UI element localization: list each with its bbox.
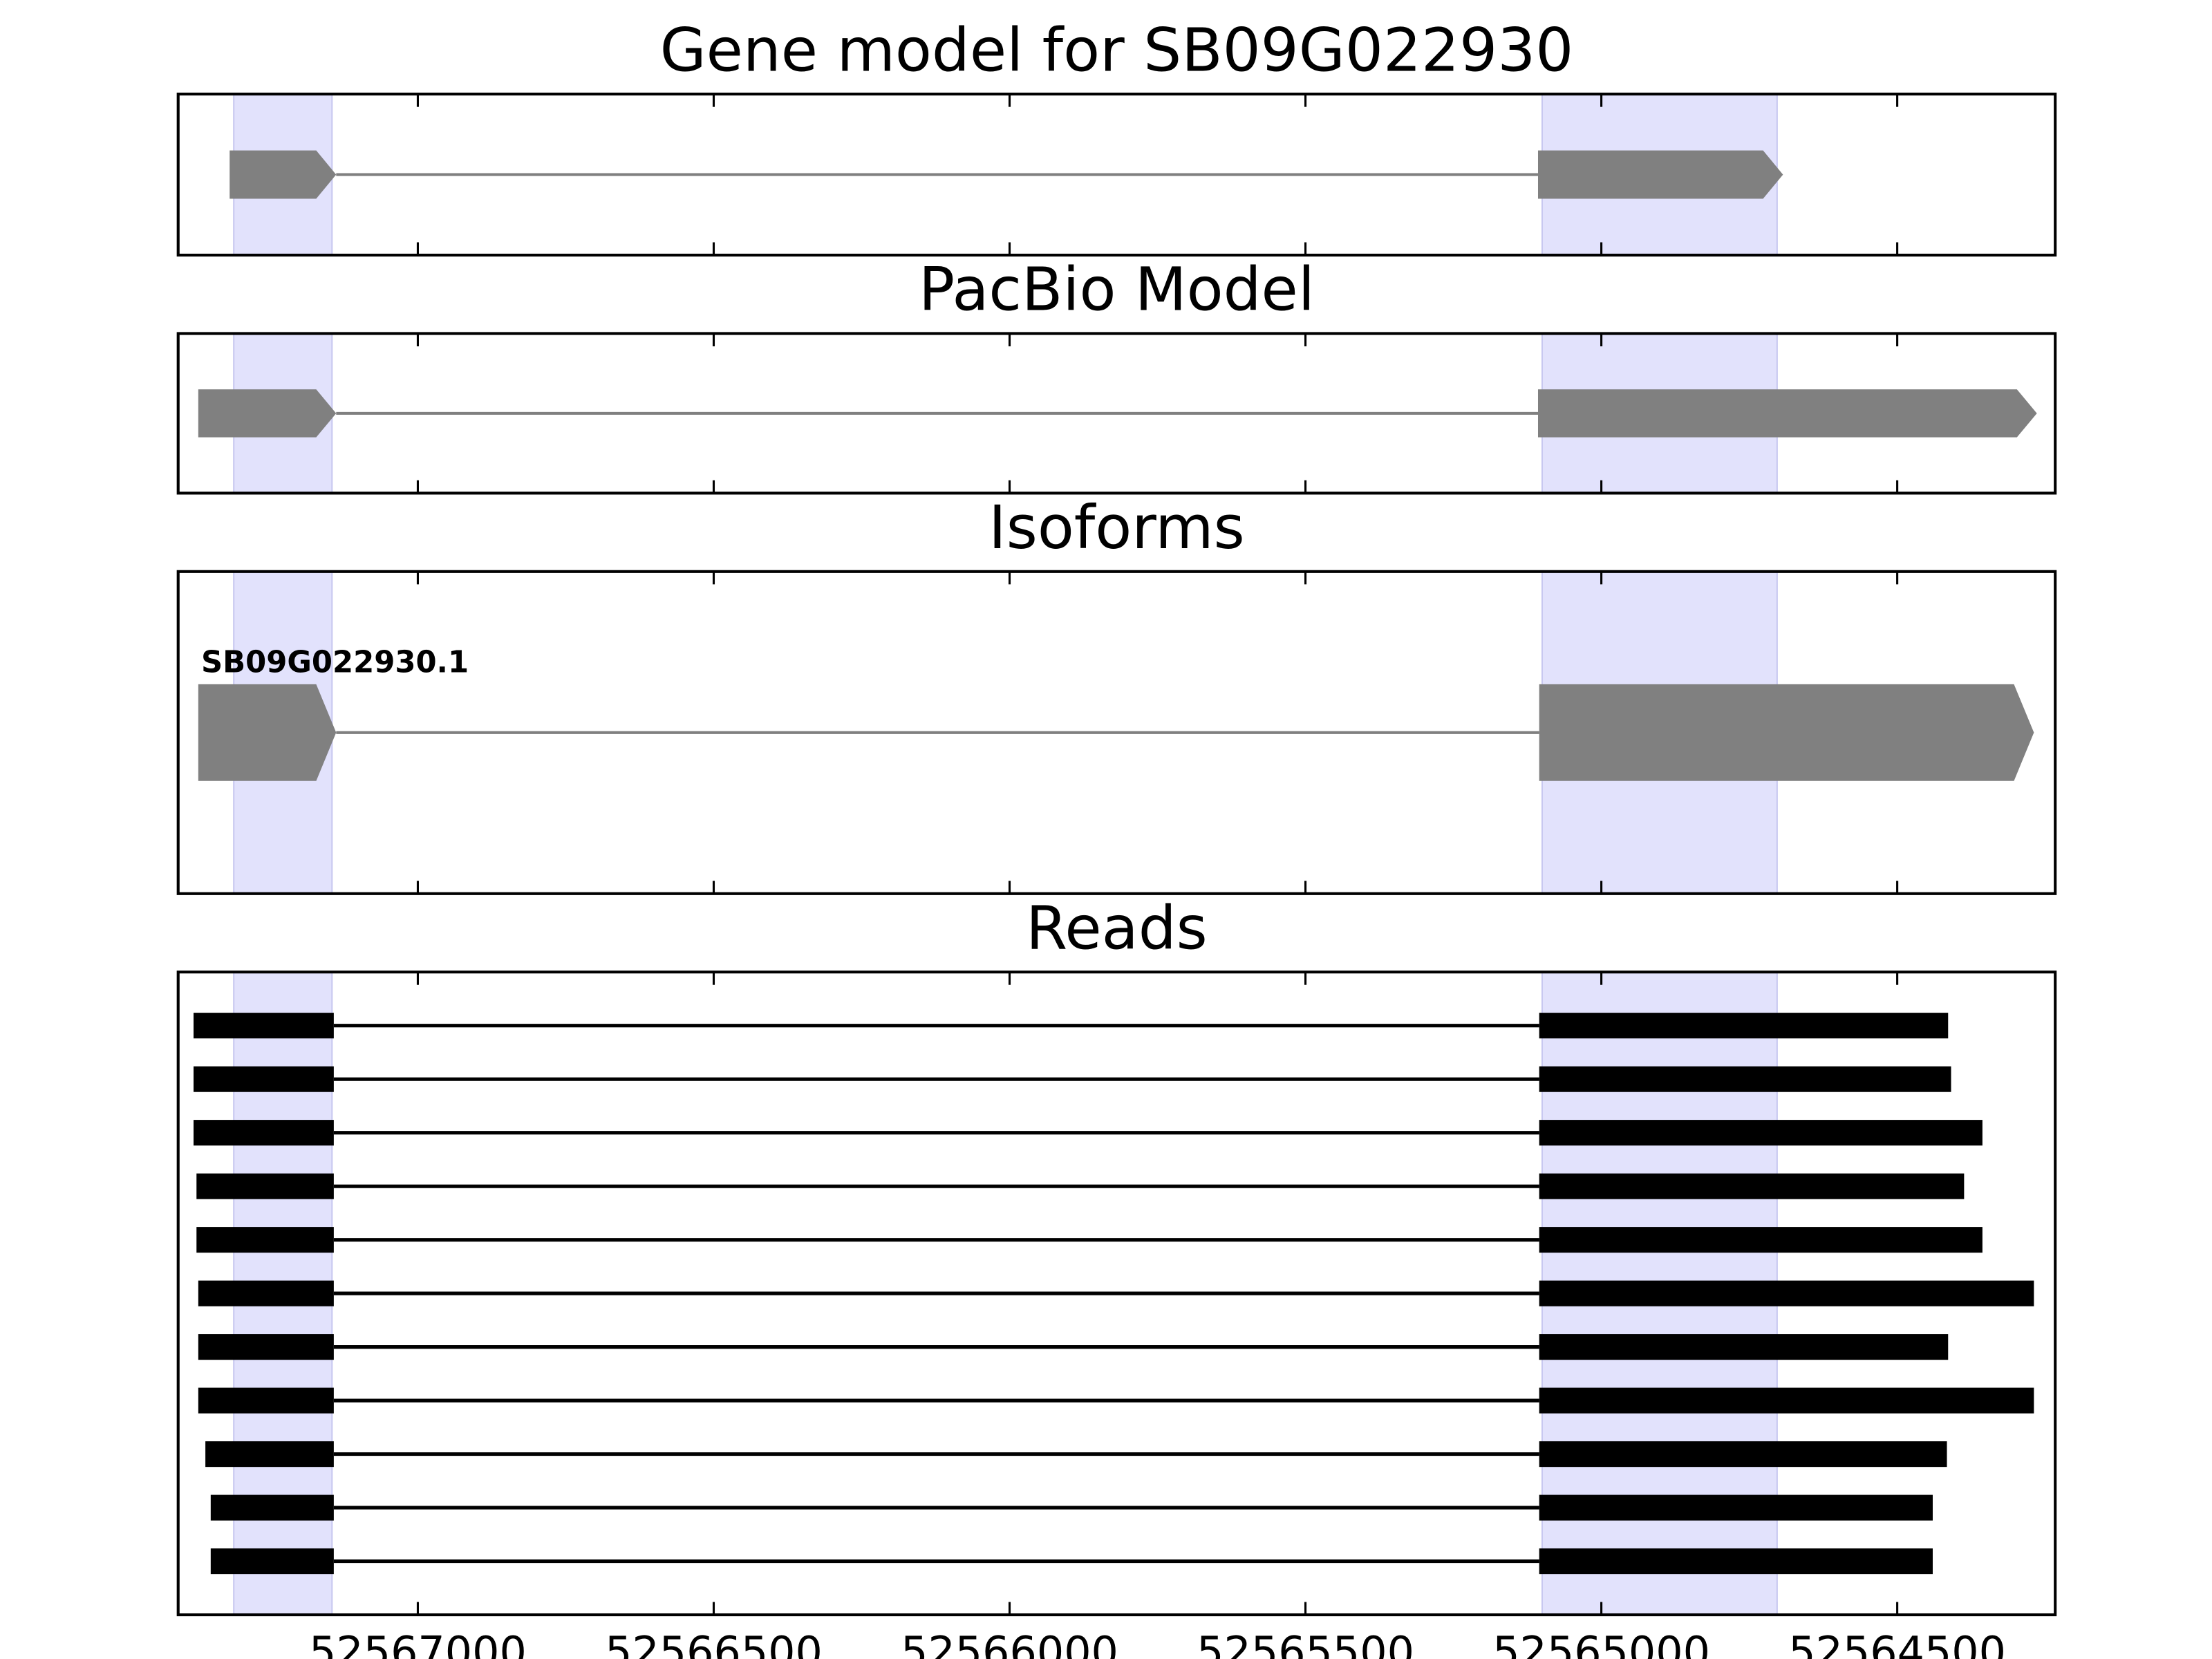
read-block	[193, 1013, 334, 1039]
read-block	[1539, 1066, 1951, 1092]
read-block	[1539, 1334, 1949, 1360]
exon	[198, 684, 337, 781]
x-tick-label: 52565000	[1492, 1627, 1710, 1659]
panel-frame	[176, 93, 2057, 257]
x-tick-label: 52566000	[901, 1627, 1118, 1659]
read-block	[1539, 1441, 1947, 1468]
read-block	[193, 1120, 334, 1146]
read-block	[196, 1173, 334, 1199]
panel-title: Reads	[1026, 894, 1208, 963]
x-tick-label: 52566500	[605, 1627, 823, 1659]
panel-title: Gene model for SB09G022930	[660, 16, 1574, 85]
x-tick-label: 52567000	[309, 1627, 527, 1659]
read-block	[196, 1227, 334, 1253]
panel-title: Isoforms	[988, 494, 1245, 563]
read-block	[1539, 1280, 2034, 1306]
read-block	[198, 1387, 334, 1414]
panel-frame	[176, 332, 2057, 495]
read-block	[198, 1334, 334, 1360]
exon	[1539, 684, 2034, 781]
exon	[1537, 150, 1783, 199]
read-block	[210, 1548, 334, 1575]
panel-frame	[176, 570, 2057, 895]
x-tick-label: 52564500	[1788, 1627, 2006, 1659]
read-block	[198, 1280, 334, 1306]
read-block	[1539, 1227, 1983, 1253]
read-block	[1539, 1387, 2034, 1414]
x-tick-label: 52565500	[1197, 1627, 1414, 1659]
read-block	[193, 1066, 334, 1092]
exon	[229, 150, 337, 199]
read-block	[210, 1494, 334, 1521]
exon	[198, 389, 337, 438]
panel-title: PacBio Model	[919, 256, 1315, 325]
read-block	[1539, 1494, 1933, 1521]
isoform-label: SB09G022930.1	[201, 646, 469, 680]
read-block	[1539, 1013, 1949, 1039]
exon	[1537, 389, 2037, 438]
panel-frame	[176, 971, 2057, 1617]
read-block	[1539, 1173, 1965, 1199]
read-block	[1539, 1120, 1983, 1146]
read-block	[1539, 1548, 1933, 1575]
read-block	[205, 1441, 334, 1468]
